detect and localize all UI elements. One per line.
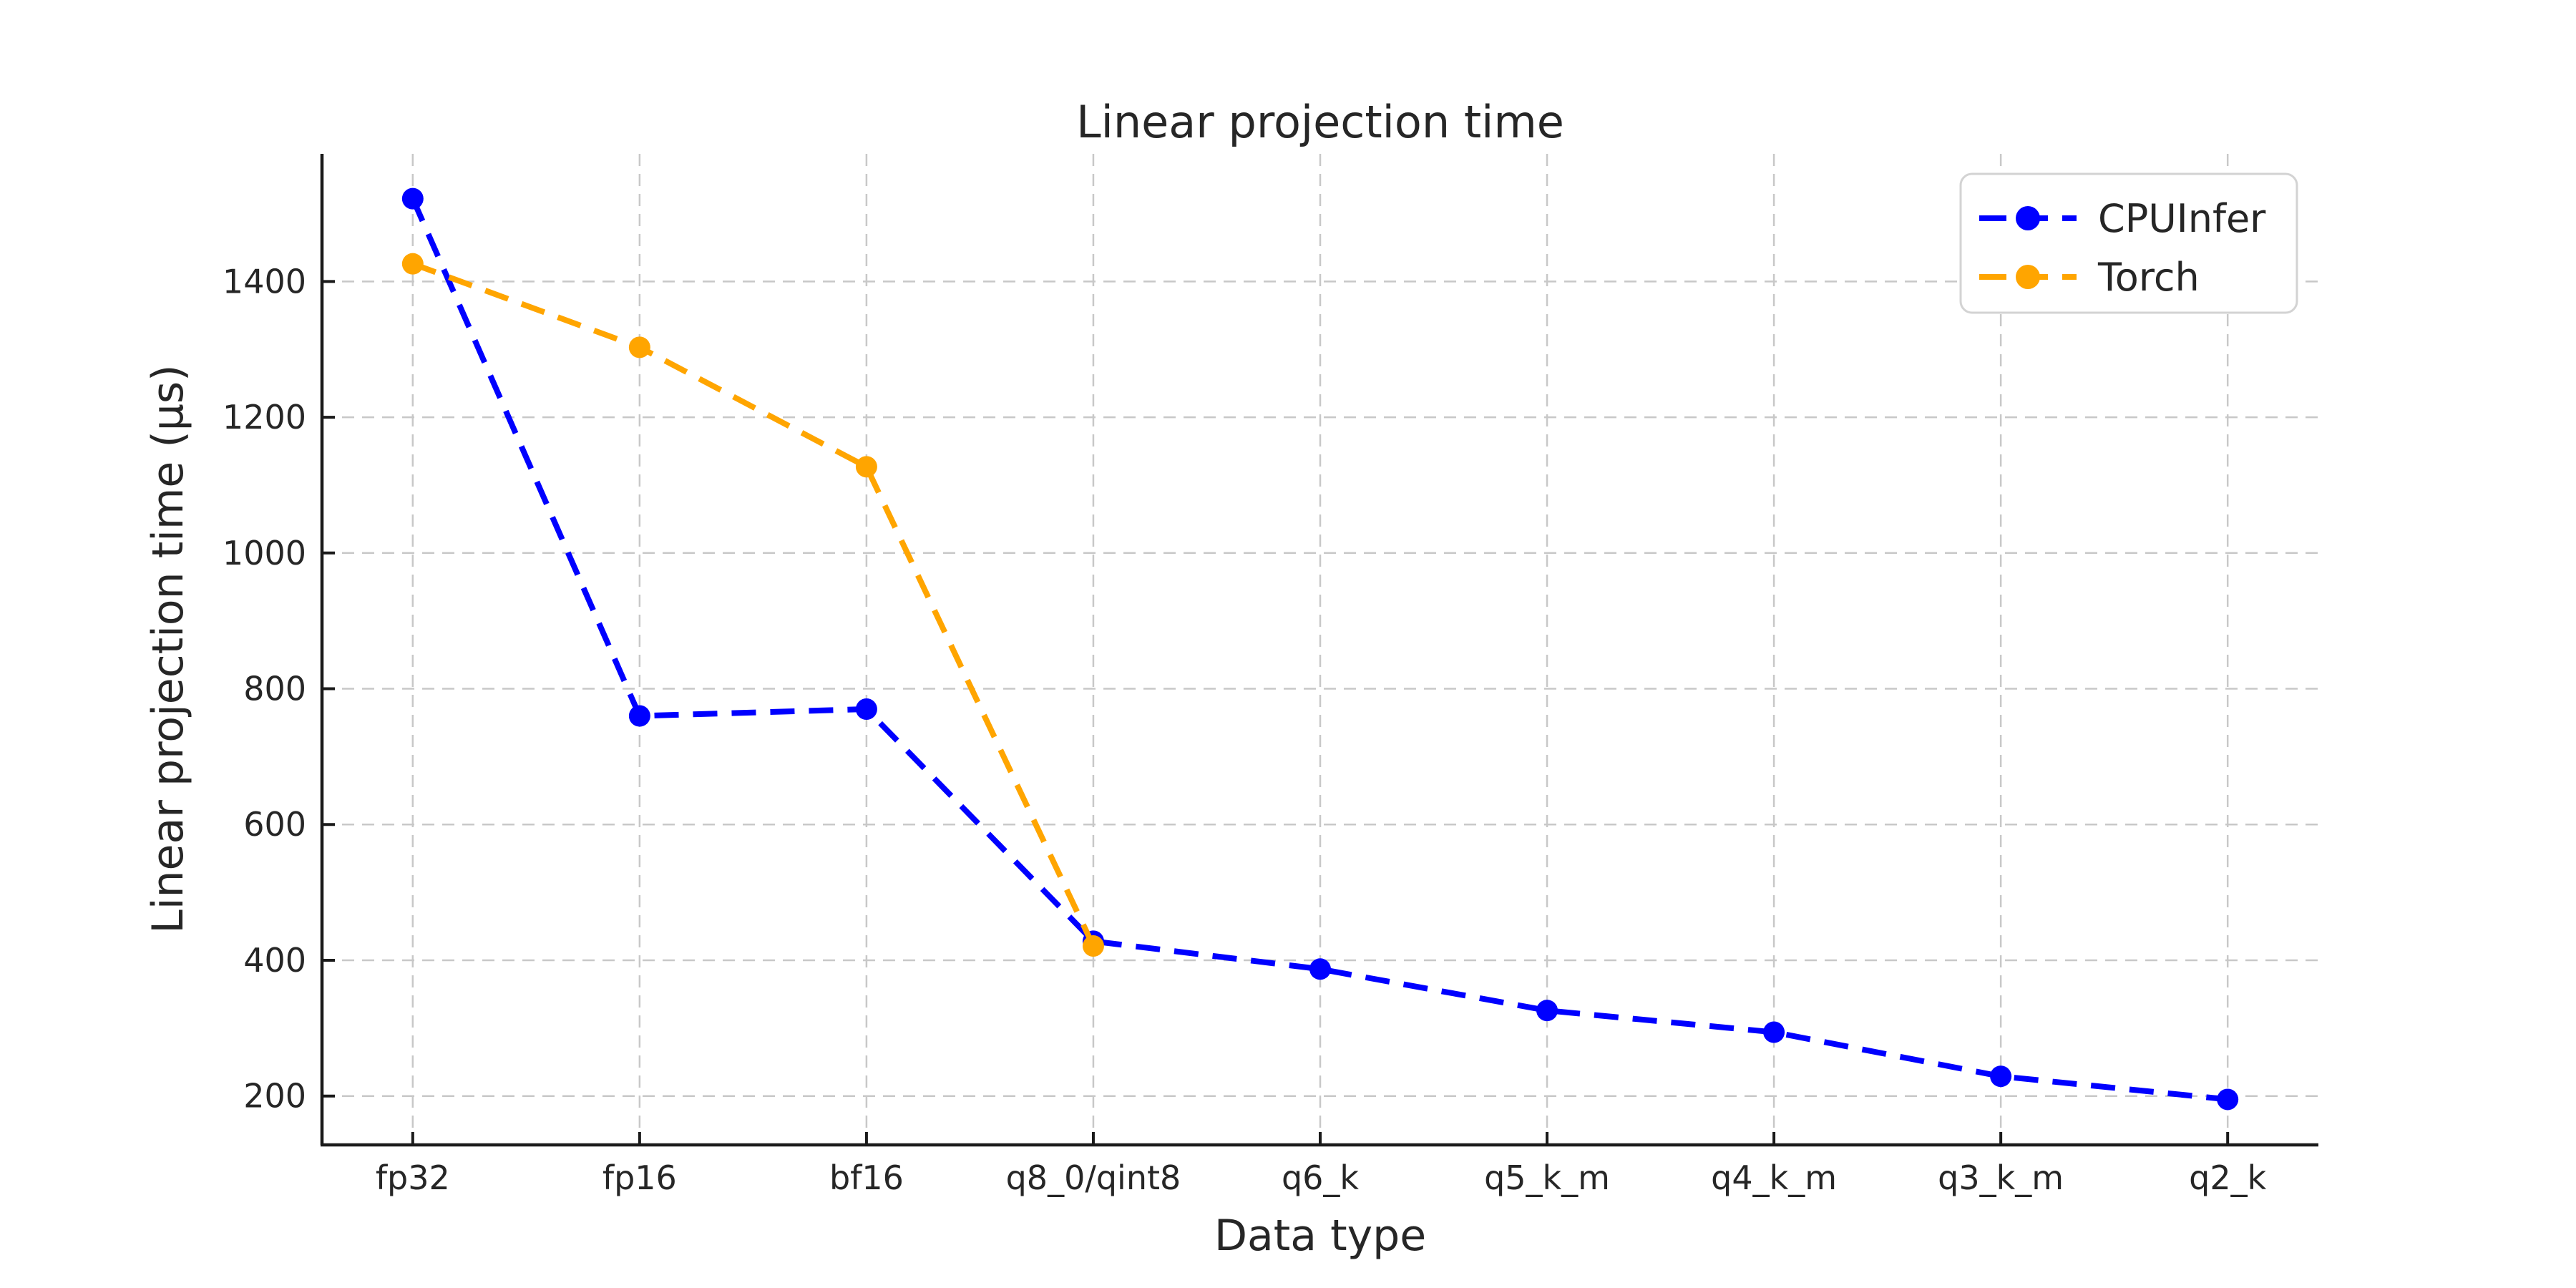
axis-tick-labels: 200 400 600 800 1000 1200 1400 fp32 fp16 bf16 q8_0… bbox=[223, 262, 2267, 1197]
data-point-torch bbox=[1082, 935, 1104, 957]
y-tick-label: 600 bbox=[243, 805, 306, 844]
legend-entry-cpuinfer: CPUInfer bbox=[1979, 196, 2266, 241]
data-point-cpuinfer bbox=[1536, 1000, 1558, 1022]
y-tick-label: 400 bbox=[243, 941, 306, 980]
x-tick-label: fp16 bbox=[602, 1158, 677, 1197]
x-tick-label: bf16 bbox=[829, 1158, 904, 1197]
y-tick-label: 1000 bbox=[223, 534, 306, 572]
data-point-cpuinfer bbox=[1763, 1021, 1785, 1043]
legend: CPUInfer Torch bbox=[1959, 172, 2298, 314]
data-point-cpuinfer bbox=[1990, 1065, 2012, 1088]
data-point-cpuinfer bbox=[628, 705, 650, 727]
grid-lines bbox=[322, 154, 2318, 1145]
legend-label-cpuinfer: CPUInfer bbox=[2098, 196, 2266, 241]
y-tick-label: 1400 bbox=[223, 262, 306, 301]
data-point-torch bbox=[855, 456, 877, 478]
x-tick-label: fp32 bbox=[376, 1158, 450, 1197]
y-tick-label: 200 bbox=[243, 1077, 306, 1116]
data-point-torch bbox=[401, 253, 424, 275]
data-point-torch bbox=[628, 336, 650, 358]
axis-ticks bbox=[322, 280, 2230, 1145]
chart-title: Linear projection time bbox=[1076, 96, 1564, 148]
data-point-cpuinfer bbox=[2217, 1088, 2239, 1111]
data-series bbox=[401, 187, 2239, 1111]
legend-entry-torch: Torch bbox=[1979, 255, 2200, 300]
x-tick-label: q8_0/qint8 bbox=[1006, 1158, 1181, 1197]
legend-label-torch: Torch bbox=[2097, 255, 2200, 300]
x-tick-label: q6_k bbox=[1282, 1158, 1359, 1197]
data-line-cpuinfer bbox=[410, 197, 2228, 1103]
y-tick-label: 1200 bbox=[223, 398, 306, 436]
y-axis-label: Linear projection time (μs) bbox=[143, 364, 193, 933]
series-torch bbox=[401, 253, 1104, 957]
series-cpuinfer bbox=[401, 187, 2239, 1111]
data-point-cpuinfer bbox=[1309, 958, 1331, 980]
x-axis-label: Data type bbox=[1214, 1211, 1426, 1261]
x-tick-label: q3_k_m bbox=[1938, 1158, 2064, 1197]
x-tick-label: q2_k bbox=[2189, 1158, 2266, 1197]
y-tick-label: 800 bbox=[243, 670, 306, 708]
data-point-cpuinfer bbox=[401, 187, 424, 210]
x-tick-label: q4_k_m bbox=[1711, 1158, 1837, 1197]
data-point-cpuinfer bbox=[855, 698, 877, 720]
legend-marker-cpuinfer bbox=[2016, 206, 2040, 230]
x-tick-label: q5_k_m bbox=[1484, 1158, 1610, 1197]
data-line-torch bbox=[411, 260, 1096, 947]
legend-marker-torch bbox=[2016, 265, 2040, 289]
